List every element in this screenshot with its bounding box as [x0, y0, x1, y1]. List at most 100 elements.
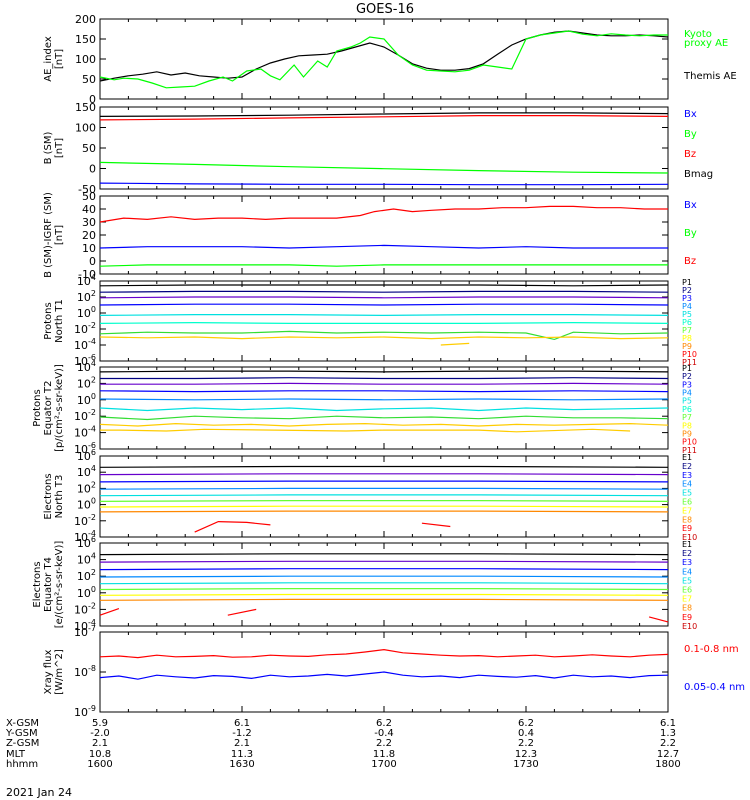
- y-tick-label: 100: [77, 585, 96, 600]
- legend-entry: E7: [682, 506, 692, 515]
- series-line: [99, 415, 669, 421]
- y-axis-label: North T1: [54, 299, 65, 343]
- y-tick-label: 10-4: [74, 425, 96, 440]
- legend-entry: P11: [682, 446, 697, 455]
- legend-entry: P3: [682, 380, 692, 389]
- y-axis-label: [nT]: [54, 225, 65, 245]
- legend-entry: P4: [682, 302, 692, 311]
- y-tick-label: 10-4: [74, 337, 96, 352]
- y-axis-label: Electrons: [43, 473, 54, 519]
- legend-entry: P7: [682, 326, 692, 335]
- panel-frame: [99, 280, 669, 362]
- series-line: [99, 370, 669, 373]
- series-line: [440, 342, 470, 346]
- y-tick-exponent: 4: [91, 464, 96, 473]
- y-tick-exponent: 2: [91, 375, 96, 384]
- legend-entry: E6: [682, 586, 692, 595]
- orbit-value: 6.1: [660, 718, 676, 729]
- orbit-value: 10.8: [89, 749, 111, 760]
- y-tick-exponent: -4: [88, 529, 96, 538]
- series-line: [99, 575, 669, 578]
- orbit-value: -0.4: [374, 728, 394, 739]
- legend-entry: proxy AE: [684, 38, 728, 49]
- legend-entry: E5: [682, 489, 692, 498]
- orbit-table: X-GSMY-GSMZ-GSMMLThhmm5.9-2.02.110.81600…: [5, 718, 681, 770]
- y-tick-label: 30: [82, 216, 96, 229]
- series-line: [99, 161, 669, 174]
- legend-entry: E1: [682, 540, 692, 549]
- y-tick-exponent: 6: [91, 448, 96, 457]
- series-line: [100, 382, 669, 385]
- y-tick-label: 0: [89, 93, 96, 106]
- series-line: [100, 428, 631, 433]
- legend-entry: P8: [682, 334, 692, 343]
- orbit-value: 5.9: [92, 718, 108, 729]
- series-line: [99, 465, 669, 468]
- orbit-value: 11.3: [231, 749, 253, 760]
- orbit-value: 11.8: [373, 749, 395, 760]
- y-tick-label: 100: [75, 122, 96, 135]
- legend-entry: E4: [682, 567, 692, 576]
- legend-entry: P10: [682, 438, 697, 447]
- legend-entry: P1: [682, 278, 692, 287]
- y-axis-label: Equator T2: [43, 381, 54, 436]
- y-axis-label: North T3: [54, 475, 65, 519]
- legend-entry: P2: [682, 286, 692, 295]
- series-line: [99, 553, 669, 556]
- legend-entry: P8: [682, 421, 692, 430]
- y-tick-label: 102: [77, 568, 96, 583]
- legend-entry: P5: [682, 310, 692, 319]
- y-tick-exponent: 4: [91, 552, 96, 561]
- orbit-value: 1.3: [660, 728, 676, 739]
- legend-entry: E3: [682, 558, 692, 567]
- legend-entry: E7: [682, 595, 692, 604]
- y-tick-label: 10-7: [74, 624, 96, 639]
- legend-entry: Bz: [684, 256, 696, 267]
- series-line: [99, 487, 669, 490]
- y-tick-label: 10-9: [74, 704, 96, 719]
- legend-entry: Bx: [684, 200, 697, 211]
- series-line: [99, 330, 669, 341]
- y-axis-label: [W/m^2]: [54, 649, 65, 695]
- legend-entry: P6: [682, 318, 692, 327]
- legend-entry: P11: [682, 358, 697, 367]
- orbit-value: 6.1: [234, 718, 250, 729]
- legend-entry: E8: [682, 515, 692, 524]
- y-tick-label: 104: [77, 552, 96, 567]
- series-line: [99, 182, 669, 186]
- series-line: [99, 505, 669, 508]
- legend-entry: E4: [682, 480, 692, 489]
- orbit-value: 1630: [229, 759, 254, 770]
- series-line: [99, 510, 669, 513]
- y-tick-label: 150: [75, 33, 96, 46]
- series-line: [99, 303, 669, 306]
- orbit-value: 6.2: [376, 718, 392, 729]
- y-tick-label: 50: [82, 73, 96, 86]
- y-tick-label: 10-2: [74, 601, 96, 616]
- y-tick-exponent: -6: [88, 353, 96, 362]
- legend-entry: E10: [682, 533, 697, 542]
- plot-title: GOES-16: [356, 2, 414, 17]
- orbit-value: 2.1: [92, 738, 108, 749]
- y-tick-label: 10-8: [74, 664, 96, 679]
- y-tick-label: 0: [89, 163, 96, 176]
- y-tick-label: 104: [77, 359, 96, 374]
- legend-entry: 0.1-0.8 nm: [684, 644, 739, 655]
- orbit-value: 2.2: [518, 738, 534, 749]
- y-tick-label: 10-2: [74, 321, 96, 336]
- y-axis-label: Protons: [43, 302, 54, 339]
- legend-entry: E9: [682, 613, 692, 622]
- panel-8: 10-7 10-8 10-9 Xray flux [W/m^2] 0.1-0.8 nm 0.…: [43, 624, 745, 719]
- series-line: [99, 30, 668, 89]
- y-tick-label: 104: [77, 464, 96, 479]
- y-axis-label: [e/(cm²-s-sr-keV)]: [54, 541, 65, 629]
- y-axis-label: AE_index: [43, 36, 54, 82]
- legend-entry: E1: [682, 453, 692, 462]
- series-line: [99, 264, 668, 267]
- y-tick-exponent: 0: [91, 497, 96, 506]
- series-line: [99, 598, 669, 601]
- y-tick-exponent: 4: [91, 273, 96, 282]
- legend-entry: E10: [682, 622, 697, 631]
